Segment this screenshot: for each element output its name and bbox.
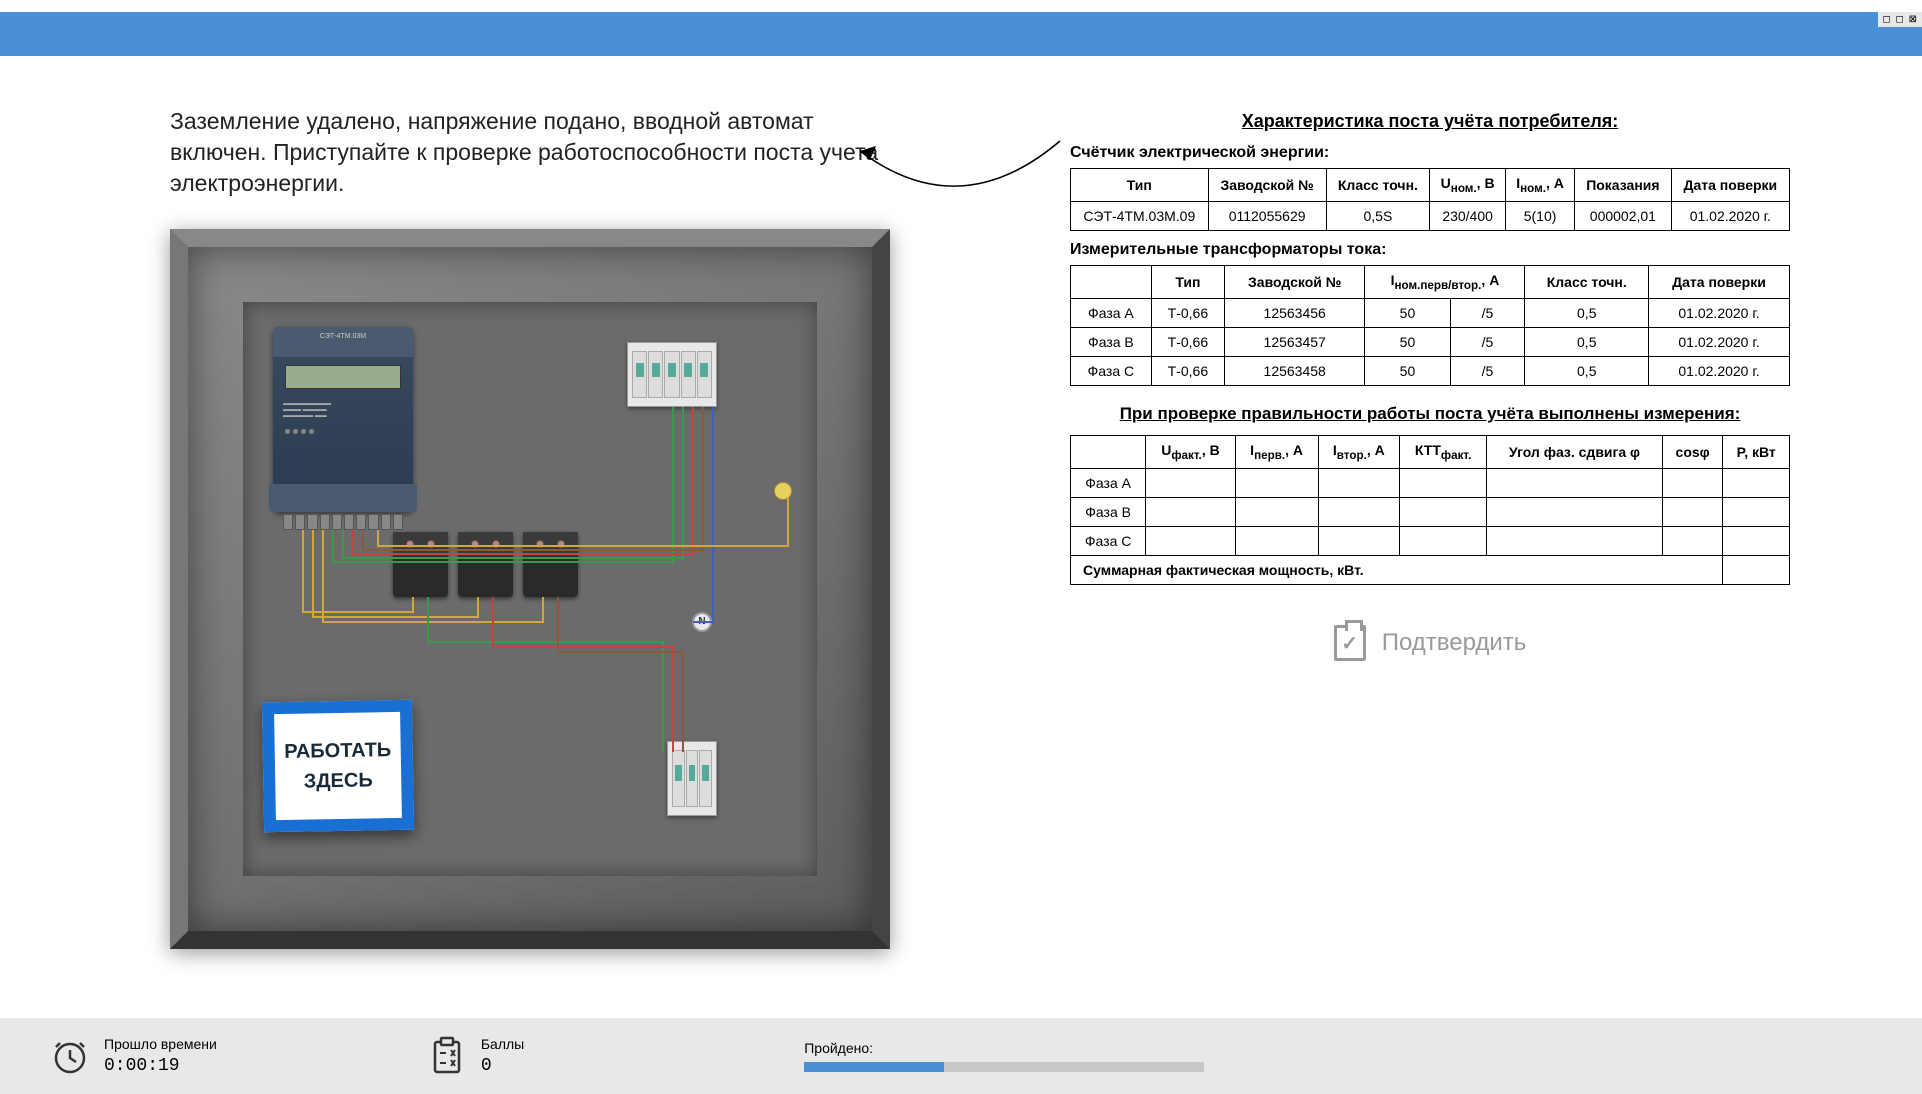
measurement-cell[interactable] bbox=[1662, 498, 1723, 527]
elapsed-time: Прошло времени 0:00:19 bbox=[50, 1036, 217, 1076]
sign-line1: РАБОТАТЬ bbox=[284, 739, 391, 763]
measurement-cell[interactable] bbox=[1146, 469, 1235, 498]
clock-icon bbox=[50, 1036, 90, 1076]
measurement-cell[interactable] bbox=[1318, 469, 1400, 498]
measurement-cell[interactable] bbox=[1235, 469, 1318, 498]
meter-section-title: Счётчик электрической энергии: bbox=[1070, 144, 1790, 162]
measurement-cell[interactable] bbox=[1487, 469, 1663, 498]
measurement-cell[interactable] bbox=[1318, 527, 1400, 556]
confirm-label: Подтвердить bbox=[1382, 629, 1527, 657]
measurement-cell[interactable] bbox=[1146, 527, 1235, 556]
measurement-cell[interactable] bbox=[1400, 498, 1487, 527]
ct-phase-b[interactable] bbox=[458, 532, 513, 597]
progress-label: Пройдено: bbox=[804, 1040, 1204, 1056]
progress-fill bbox=[804, 1062, 944, 1072]
measurement-cell[interactable] bbox=[1235, 498, 1318, 527]
measurement-cell[interactable] bbox=[1723, 498, 1790, 527]
meter-nameplate: ▬▬▬▬▬▬▬▬▬▬▬ ▬▬▬▬▬▬▬▬▬ ▬▬ bbox=[273, 397, 413, 423]
cabinet-backplate: СЭТ-4ТМ.03М ▬▬▬▬▬▬▬▬▬▬▬ ▬▬▬▬▬▬▬▬▬ ▬▬ bbox=[243, 302, 817, 876]
measurement-cell[interactable] bbox=[1723, 469, 1790, 498]
measurement-cell[interactable] bbox=[1662, 469, 1723, 498]
score: Баллы 0 bbox=[427, 1036, 524, 1076]
neutral-terminal: N bbox=[692, 612, 712, 632]
energy-meter[interactable]: СЭТ-4ТМ.03М ▬▬▬▬▬▬▬▬▬▬▬ ▬▬▬▬▬▬▬▬▬ ▬▬ bbox=[273, 327, 413, 512]
meter-display bbox=[285, 365, 401, 389]
measurement-cell[interactable] bbox=[1487, 498, 1663, 527]
measurement-cell[interactable] bbox=[1318, 498, 1400, 527]
confirm-button[interactable]: Подтвердить bbox=[1070, 625, 1790, 661]
arrow-icon bbox=[850, 116, 1070, 206]
meter-table: ТипЗаводской №Класс точн.Uном., ВIном., … bbox=[1070, 168, 1790, 231]
clipboard-check-icon bbox=[1334, 625, 1366, 661]
data-panel: Характеристика поста учёта потребителя: … bbox=[1070, 106, 1790, 949]
measurements-title: При проверке правильности работы поста у… bbox=[1070, 402, 1790, 426]
time-label: Прошло времени bbox=[104, 1036, 217, 1052]
instruction-text: Заземление удалено, напряжение подано, в… bbox=[170, 106, 890, 199]
characteristics-title: Характеристика поста учёта потребителя: bbox=[1070, 111, 1790, 132]
ct-phase-c[interactable] bbox=[523, 532, 578, 597]
score-label: Баллы bbox=[481, 1036, 524, 1052]
ct-section-title: Измерительные трансформаторы тока: bbox=[1070, 241, 1790, 259]
main-breaker[interactable] bbox=[627, 342, 717, 407]
window-controls[interactable]: ◻ ◻ ⊠ bbox=[1878, 12, 1922, 27]
measurement-cell[interactable] bbox=[1400, 469, 1487, 498]
measurement-cell[interactable] bbox=[1487, 527, 1663, 556]
work-here-sign[interactable]: РАБОТАТЬ ЗДЕСЬ bbox=[262, 700, 414, 833]
status-bar: Прошло времени 0:00:19 Баллы 0 Пройдено: bbox=[0, 1018, 1922, 1094]
measurement-cell[interactable] bbox=[1146, 498, 1235, 527]
progress-bar bbox=[804, 1062, 1204, 1072]
total-power-cell[interactable] bbox=[1723, 556, 1790, 585]
score-value: 0 bbox=[481, 1056, 524, 1076]
measurement-cell[interactable] bbox=[1235, 527, 1318, 556]
measurement-cell[interactable] bbox=[1400, 527, 1487, 556]
meter-label: СЭТ-4ТМ.03М bbox=[273, 327, 413, 357]
measurement-cell[interactable] bbox=[1662, 527, 1723, 556]
measurements-table[interactable]: Uфакт., ВIперв., АIвтор., АКТТфакт.Угол … bbox=[1070, 435, 1790, 585]
electrical-cabinet[interactable]: СЭТ-4ТМ.03М ▬▬▬▬▬▬▬▬▬▬▬ ▬▬▬▬▬▬▬▬▬ ▬▬ bbox=[170, 229, 890, 949]
ct-table: ТипЗаводской №Iном.перв/втор., АКласс то… bbox=[1070, 265, 1790, 386]
lower-breaker[interactable] bbox=[667, 741, 717, 816]
measurement-cell[interactable] bbox=[1723, 527, 1790, 556]
time-value: 0:00:19 bbox=[104, 1056, 217, 1076]
sign-line2: ЗДЕСЬ bbox=[304, 770, 373, 793]
ground-terminal-icon bbox=[774, 482, 792, 500]
clipboard-icon bbox=[427, 1036, 467, 1076]
progress: Пройдено: bbox=[804, 1040, 1204, 1072]
ct-phase-a[interactable] bbox=[393, 532, 448, 597]
title-bar bbox=[0, 12, 1922, 56]
